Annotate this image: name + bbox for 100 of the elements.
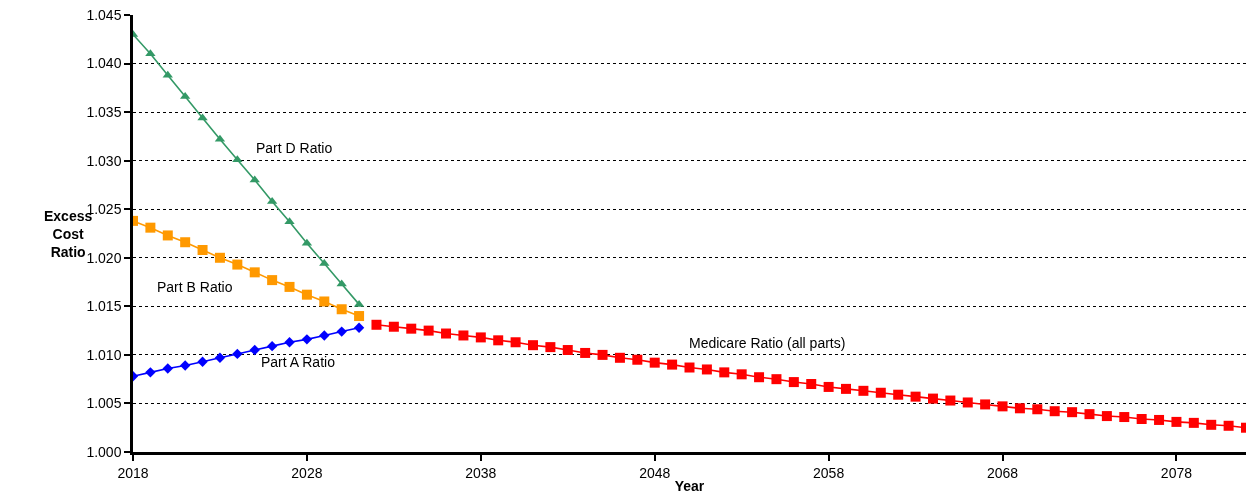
- point: [1223, 420, 1234, 431]
- point: [736, 369, 747, 380]
- point: [719, 367, 730, 378]
- point: [145, 49, 156, 57]
- annotation: Part A Ratio: [261, 354, 336, 370]
- x-tick-label: 2018: [117, 464, 149, 481]
- point: [180, 237, 191, 248]
- y-tick-label: 1.000: [86, 443, 122, 460]
- point: [458, 330, 469, 341]
- point: [249, 267, 260, 278]
- point: [319, 296, 330, 307]
- point: [684, 362, 695, 373]
- point: [875, 387, 886, 398]
- annotation: Part B Ratio: [157, 279, 233, 295]
- point: [962, 397, 973, 408]
- y-tick-label: 1.015: [86, 298, 122, 315]
- point: [232, 348, 243, 360]
- y-tick-label: 1.020: [86, 249, 122, 266]
- point: [754, 372, 765, 383]
- point: [1136, 413, 1147, 424]
- point: [197, 113, 208, 121]
- point: [788, 377, 799, 388]
- y-tick-label: 1.005: [86, 395, 122, 412]
- point: [1188, 417, 1199, 428]
- point: [441, 328, 452, 339]
- x-tick-label: 2058: [813, 464, 845, 481]
- point: [997, 401, 1008, 412]
- point: [1119, 412, 1130, 423]
- point: [614, 352, 625, 363]
- point: [580, 347, 591, 358]
- point: [319, 330, 330, 341]
- y-tick-label: 1.010: [86, 346, 122, 363]
- point: [1084, 409, 1095, 420]
- x-tick-label: 2078: [1160, 464, 1193, 481]
- point: [249, 344, 260, 356]
- x-tick-label: 2028: [291, 464, 323, 481]
- point: [701, 364, 712, 375]
- point: [232, 259, 243, 270]
- point: [1154, 414, 1165, 425]
- annotation: Part D Ratio: [256, 140, 333, 156]
- point: [893, 389, 904, 400]
- point: [336, 279, 347, 287]
- point: [214, 252, 225, 263]
- y-tick-label: 1.040: [86, 55, 122, 72]
- point: [771, 374, 782, 385]
- point: [858, 385, 869, 396]
- point: [284, 281, 295, 292]
- point: [632, 354, 643, 365]
- x-tick-label: 2038: [465, 464, 497, 481]
- x-axis-title: Year: [674, 477, 705, 494]
- y-tick-label: 1.030: [86, 152, 122, 169]
- y-tick-label: 1.045: [86, 6, 122, 23]
- point: [266, 340, 278, 352]
- point: [980, 399, 991, 410]
- point: [353, 322, 365, 333]
- point: [249, 175, 260, 183]
- point: [475, 332, 486, 343]
- point: [336, 304, 347, 315]
- point: [336, 326, 347, 337]
- point: [423, 325, 434, 336]
- point: [354, 311, 365, 322]
- point: [527, 340, 538, 351]
- point: [545, 342, 556, 353]
- point: [1032, 404, 1043, 415]
- point: [214, 352, 226, 363]
- point: [1014, 403, 1025, 414]
- point: [1171, 416, 1182, 427]
- point: [1067, 407, 1078, 418]
- point: [493, 335, 504, 346]
- point: [1206, 419, 1217, 430]
- point: [910, 391, 921, 402]
- point: [284, 217, 295, 225]
- point: [267, 275, 278, 286]
- point: [945, 395, 956, 406]
- point: [597, 349, 608, 360]
- point: [162, 230, 173, 241]
- point: [510, 337, 521, 348]
- point: [667, 359, 678, 370]
- point: [284, 337, 295, 348]
- x-tick-label: 2068: [986, 464, 1019, 481]
- point: [179, 360, 191, 371]
- point: [823, 381, 834, 392]
- annotation: Medicare Ratio (all parts): [689, 335, 846, 351]
- point: [197, 356, 208, 367]
- point: [197, 245, 208, 256]
- point: [145, 367, 156, 378]
- x-tick-label: 2048: [639, 464, 671, 481]
- point: [927, 393, 938, 404]
- point: [649, 357, 660, 368]
- y-tick-label: 1.035: [86, 104, 122, 121]
- point: [1049, 406, 1060, 417]
- point: [301, 289, 312, 300]
- point: [406, 323, 417, 334]
- point: [371, 319, 382, 330]
- point: [806, 379, 817, 390]
- point: [145, 222, 156, 233]
- point: [1101, 411, 1112, 422]
- point: [841, 383, 852, 394]
- point: [562, 345, 573, 356]
- point: [388, 321, 399, 332]
